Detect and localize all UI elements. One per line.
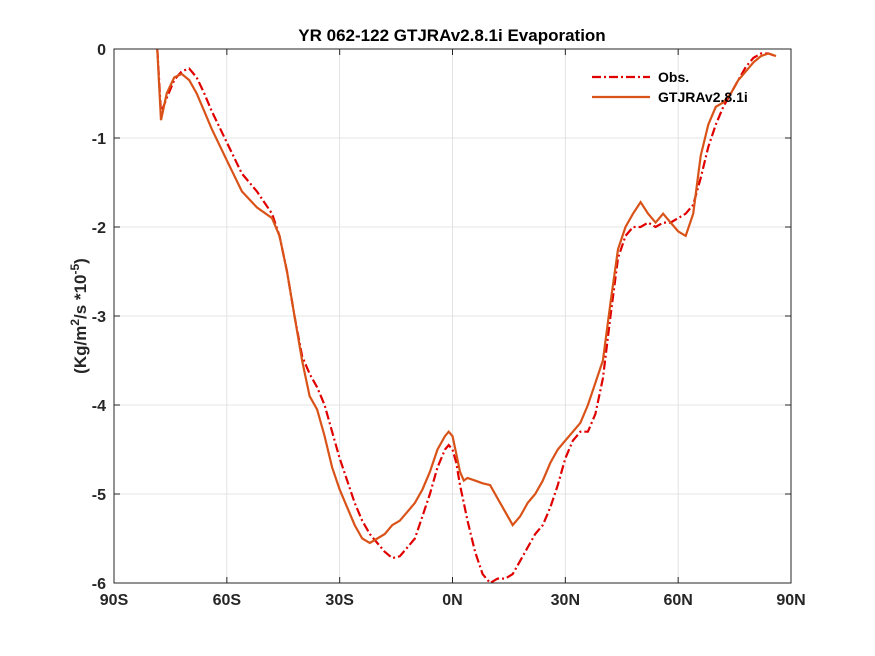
- legend-label-gtjra: GTJRAv2.8.1i: [658, 89, 748, 105]
- x-tick-label: 90N: [776, 592, 805, 609]
- x-tick-label: 0N: [442, 592, 462, 609]
- y-tick-label: -1: [92, 131, 106, 148]
- y-axis-label: (Kg/m2/s *10-5): [68, 258, 90, 374]
- y-axis-label-sup2: -5: [68, 264, 82, 275]
- x-tick-label: 60N: [663, 592, 692, 609]
- x-tick-label: 30S: [325, 592, 354, 609]
- legend: Obs. GTJRAv2.8.1i: [592, 69, 748, 105]
- series-layer: [156, 48, 777, 585]
- axis-ticks: 90S 60S 30S 0N 30N 60N 90N -6 -5 -4 -3 -2 -1 0: [92, 42, 806, 609]
- y-axis-label-sup1: 2: [68, 319, 82, 326]
- y-tick-label: -2: [92, 220, 106, 237]
- y-tick-label: -3: [92, 309, 106, 326]
- legend-label-obs: Obs.: [658, 69, 689, 85]
- y-axis-label-base: (Kg/m: [71, 326, 90, 374]
- y-tick-label: -5: [92, 487, 106, 504]
- y-tick-label: -6: [92, 576, 106, 593]
- y-axis-label-mid: /s *10: [71, 275, 90, 319]
- chart-title: YR 062-122 GTJRAv2.8.1i Evaporation: [298, 26, 605, 45]
- x-tick-label: 90S: [100, 592, 129, 609]
- y-axis-label-end: ): [71, 258, 90, 264]
- x-tick-label: 30N: [551, 592, 580, 609]
- y-tick-label: 0: [97, 42, 106, 59]
- series-line-gtjra: [156, 48, 777, 545]
- y-tick-label: -4: [92, 398, 106, 415]
- x-tick-label: 60S: [213, 592, 242, 609]
